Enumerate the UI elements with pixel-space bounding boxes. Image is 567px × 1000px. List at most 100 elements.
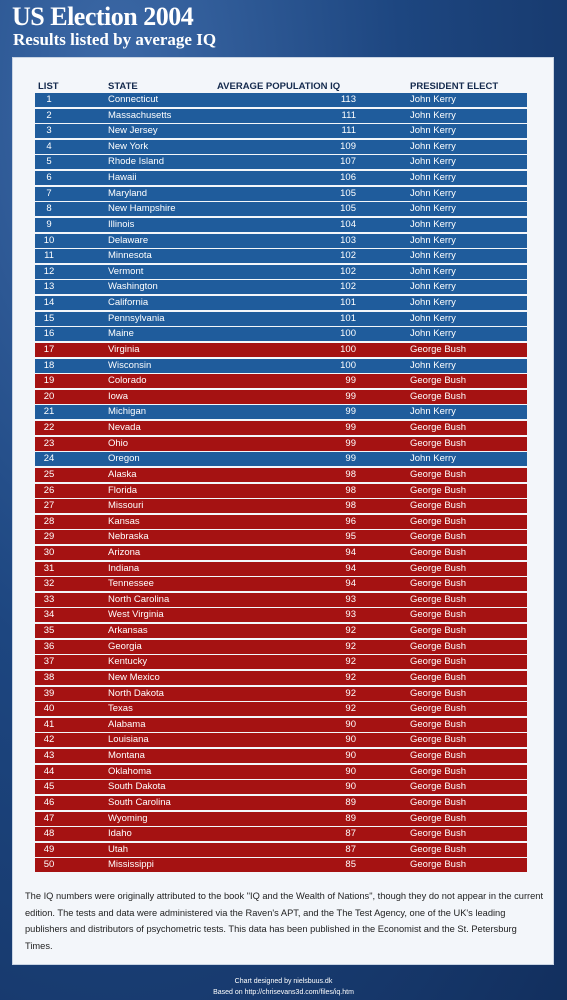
list-number: 13 [43,281,55,293]
president-elect: George Bush [410,609,466,621]
state: Maryland [108,187,148,199]
list-number: 25 [43,468,55,480]
table-row: 46 South Carolina 89 George Bush [35,795,527,810]
list-number: 41 [43,718,55,730]
table-row: 13 Washington 102 John Kerry [35,280,527,295]
column-header: STATE [108,81,138,92]
president-elect: George Bush [410,687,466,699]
iq: 85 [345,859,356,871]
state: Mississippi [108,859,154,871]
president-elect: John Kerry [410,140,456,152]
table-row: 11 Minnesota 102 John Kerry [35,249,527,264]
state: Vermont [108,265,144,277]
state: Washington [108,281,158,293]
state: Wisconsin [108,359,152,371]
list-number: 9 [46,218,52,230]
state: New Mexico [108,671,160,683]
table-row: 8 New Hampshire 105 John Kerry [35,202,527,217]
iq: 106 [340,172,356,184]
state: Louisiana [108,734,149,746]
table-row: 33 North Carolina 93 George Bush [35,592,527,607]
president-elect: John Kerry [410,234,456,246]
list-number: 42 [43,734,55,746]
table-row: 45 South Dakota 90 George Bush [35,780,527,795]
iq: 92 [345,703,356,715]
president-elect: John Kerry [410,218,456,230]
state: Maine [108,328,134,340]
list-number: 27 [43,500,55,512]
state: Illinois [108,218,135,230]
list-number: 38 [43,671,55,683]
iq: 98 [345,484,356,496]
table-row: 15 Pennsylvania 101 John Kerry [35,311,527,326]
iq: 100 [340,343,356,355]
table-row: 20 Iowa 99 George Bush [35,389,527,404]
list-number: 17 [43,343,55,355]
state: Connecticut [108,94,159,105]
state: Iowa [108,390,129,402]
table-row: 34 West Virginia 93 George Bush [35,608,527,623]
table-row: 9 Illinois 104 John Kerry [35,217,527,232]
president-elect: George Bush [410,812,466,824]
state: North Carolina [108,593,170,605]
list-number: 44 [43,765,55,777]
table-row: 47 Wyoming 89 George Bush [35,811,527,826]
iq: 99 [345,453,356,465]
list-number: 34 [43,609,55,621]
list-number: 33 [43,593,55,605]
list-number: 26 [43,484,55,496]
list-number: 49 [43,843,55,855]
state: New Jersey [108,125,158,137]
list-number: 10 [43,234,55,246]
iq: 94 [345,546,356,558]
credit: Based on http://chrisevans3d.com/files/i… [213,989,354,996]
table-row: 44 Oklahoma 90 George Bush [35,764,527,779]
iq: 100 [340,359,356,371]
list-number: 32 [43,578,55,590]
president-elect: George Bush [410,578,466,590]
iq: 99 [345,422,356,434]
iq: 102 [340,250,356,262]
credit: Chart designed by nielsbuus.dk [234,978,333,985]
iq: 105 [340,203,356,215]
president-elect: George Bush [410,625,466,637]
state: Oklahoma [108,765,152,777]
table-row: 38 New Mexico 92 George Bush [35,670,527,685]
state: Idaho [108,828,132,840]
state: South Dakota [108,781,166,793]
iq: 89 [345,812,356,824]
president-elect: George Bush [410,468,466,480]
iq: 93 [345,593,356,605]
state: California [108,297,149,309]
iq: 101 [340,312,356,324]
state: Arizona [108,546,141,558]
list-number: 23 [43,437,55,449]
list-number: 20 [43,390,55,402]
state: Minnesota [108,250,152,262]
state: New Hampshire [108,203,176,215]
table-row: 16 Maine 100 John Kerry [35,327,527,342]
state: Nebraska [108,531,149,543]
president-elect: George Bush [410,593,466,605]
state: South Carolina [108,796,171,808]
table-row: 48 Idaho 87 George Bush [35,827,527,842]
iq: 92 [345,656,356,668]
state: Kentucky [108,656,148,668]
list-number: 36 [43,640,55,652]
president-elect: George Bush [410,343,466,355]
table-row: 26 Florida 98 George Bush [35,483,527,498]
list-number: 16 [43,328,55,340]
president-elect: John Kerry [410,265,456,277]
table-row: 6 Hawaii 106 John Kerry [35,171,527,186]
table-row: 2 Massachusetts 111 John Kerry [35,108,527,123]
president-elect: George Bush [410,859,466,871]
president-elect: George Bush [410,718,466,730]
president-elect: John Kerry [410,312,456,324]
iq: 94 [345,562,356,574]
iq: 90 [345,765,356,777]
president-elect: George Bush [410,422,466,434]
table-row: 10 Delaware 103 John Kerry [35,233,527,248]
president-elect: John Kerry [410,125,456,137]
list-number: 35 [43,625,55,637]
list-number: 14 [43,297,55,309]
